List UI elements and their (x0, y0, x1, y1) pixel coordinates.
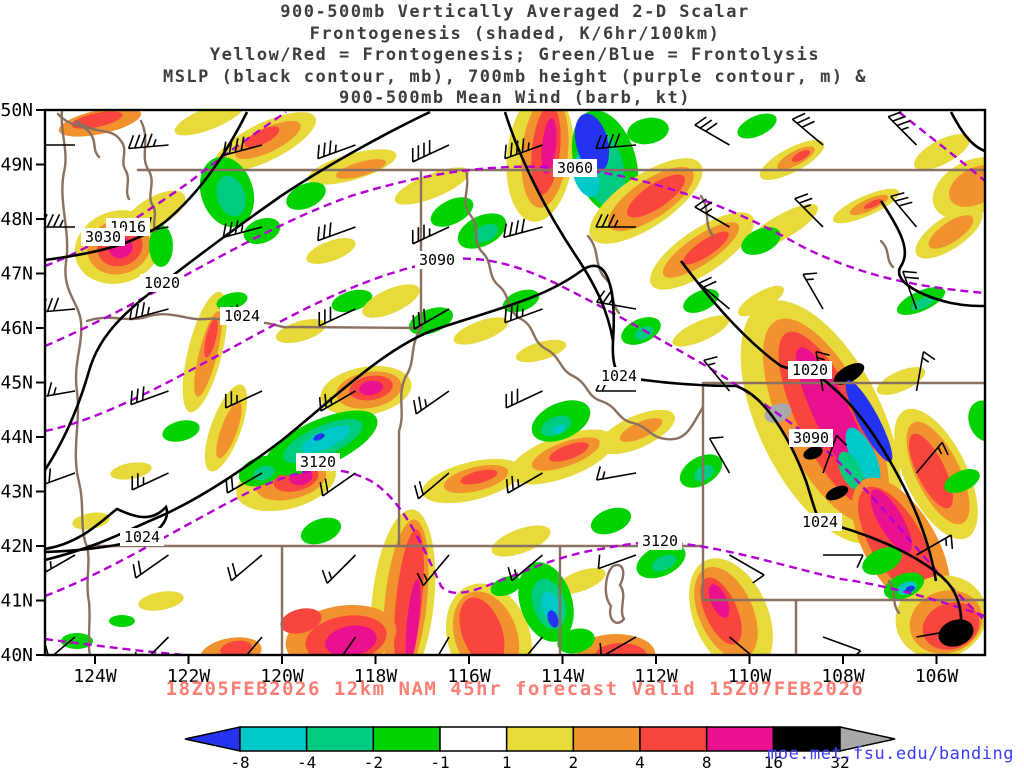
colorbar-tick-label: -2 (364, 753, 383, 768)
wind-barbs-layer (45, 111, 957, 655)
lat-label: 42N (0, 536, 33, 557)
svg-text:1024: 1024 (224, 307, 260, 325)
frontogenesis-shading-layer (58, 110, 985, 655)
lat-label: 44N (0, 427, 33, 448)
colorbar-tick-label: 1 (502, 753, 512, 768)
lat-label: 45N (0, 373, 33, 394)
lon-label: 114W (541, 666, 585, 687)
svg-text:3120: 3120 (300, 453, 336, 471)
colorbar-tick-label: -8 (230, 753, 249, 768)
colorbar-tick-label: -1 (430, 753, 449, 768)
title-line-3: Yellow/Red = Frontogenesis; Green/Blue =… (209, 45, 821, 65)
lon-label: 120W (260, 666, 304, 687)
title-line-5: 900-500mb Mean Wind (barb, kt) (338, 88, 692, 108)
svg-text:1024: 1024 (601, 367, 637, 385)
state-borders-layer (56, 110, 985, 655)
lat-label: 48N (0, 209, 33, 230)
title-line-2: Frontogenesis (shaded, K/6hr/100km) (309, 23, 721, 44)
lon-label: 106W (915, 666, 959, 687)
chart-title-block: 900-500mb Vertically Averaged 2-D Scalar… (45, 2, 985, 110)
colorbar-tick-label: 16 (764, 753, 783, 768)
lon-label: 108W (821, 666, 865, 687)
lon-label: 122W (167, 666, 211, 687)
lat-label: 47N (0, 264, 33, 285)
title-line-1: 900-500mb Vertically Averaged 2-D Scalar (280, 2, 750, 22)
svg-text:1020: 1020 (144, 274, 180, 292)
credit-link[interactable]: moe.met.fsu.edu/banding (767, 744, 1014, 764)
colorbar-tick-label: 32 (830, 753, 849, 768)
lat-label: 40N (0, 645, 33, 666)
colorbar-tick-label: 8 (702, 753, 712, 768)
svg-text:1024: 1024 (802, 513, 838, 531)
lat-label: 46N (0, 318, 33, 339)
svg-text:3120: 3120 (642, 532, 678, 550)
svg-text:3090: 3090 (419, 251, 455, 269)
svg-text:1024: 1024 (124, 528, 160, 546)
lon-label: 118W (354, 666, 398, 687)
colorbar-tick-label: -4 (297, 753, 316, 768)
svg-text:3060: 3060 (557, 159, 593, 177)
colorbar: -8 -4 -2 -1 1 2 4 8 16 32 (184, 726, 896, 768)
forecast-valid-caption: 18Z05FEB2026 12km NAM 45hr forecast Vali… (165, 678, 865, 700)
lat-label: 43N (0, 482, 33, 503)
svg-text:1020: 1020 (792, 361, 828, 379)
lon-label: 112W (634, 666, 678, 687)
map-clipped-content (45, 110, 985, 655)
lon-label: 116W (447, 666, 491, 687)
lon-label: 124W (73, 666, 117, 687)
lat-label: 50N (0, 100, 33, 121)
colorbar-tick-label: 2 (569, 753, 579, 768)
lat-label: 41N (0, 591, 33, 612)
map-frame-and-axes: 50N 49N 48N 47N 46N 45N 44N 43N 42N 41N 40N 124W 122… (0, 100, 987, 687)
title-line-4: MSLP (black contour, mb), 700mb height (… (162, 66, 868, 87)
svg-text:3090: 3090 (793, 429, 829, 447)
lat-label: 49N (0, 155, 33, 176)
svg-text:3030: 3030 (85, 228, 121, 246)
lon-label: 110W (728, 666, 772, 687)
colorbar-tick-label: 4 (635, 753, 645, 768)
